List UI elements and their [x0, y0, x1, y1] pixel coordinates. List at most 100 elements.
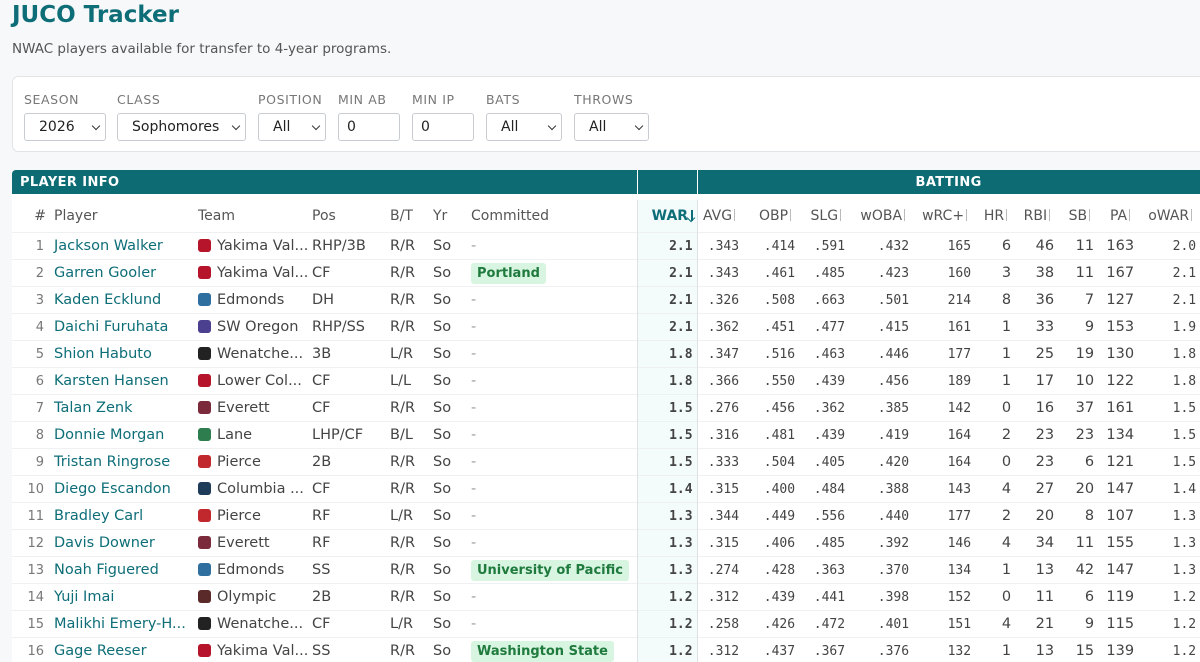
cell-text: 1.3 [669, 562, 693, 578]
player-name[interactable]: Davis Downer [54, 535, 155, 551]
column-label: WAR [651, 208, 689, 224]
sort-icon [1191, 209, 1196, 221]
cell: Pierce [194, 502, 308, 530]
cell: 1 [975, 340, 1016, 368]
cell: Gage Reeser [50, 637, 194, 662]
cell: .477 [799, 313, 850, 341]
team-name: Yakima Val... [217, 643, 308, 659]
cell-text: - [471, 535, 477, 551]
cell-text: 1.2 [669, 616, 693, 632]
cell: 0 [975, 394, 1016, 422]
cell: Lower Col... [194, 367, 308, 395]
cell: So [429, 286, 467, 314]
cell-text: 121 [1106, 454, 1135, 470]
column-header[interactable]: SB [1058, 200, 1098, 233]
player-name[interactable]: Gage Reeser [54, 643, 147, 659]
cell: 1.8 [1138, 367, 1200, 395]
cell: R/R [386, 313, 429, 341]
cell: 142 [913, 394, 976, 422]
column-header[interactable]: RBI [1015, 200, 1058, 233]
cell-text: 2.1 [669, 319, 693, 335]
player-name[interactable]: Yuji Imai [54, 589, 115, 605]
column-header[interactable]: HR [975, 200, 1015, 233]
column-header: # [12, 200, 50, 233]
cell-text: 16 [27, 643, 44, 659]
cell-text: 1.8 [669, 346, 693, 362]
column-header[interactable]: wOBA [849, 200, 913, 233]
caret [231, 121, 241, 131]
cell: .420 [849, 448, 914, 476]
filter-label: THROWS [574, 92, 634, 107]
column-label: SLG [810, 208, 839, 224]
column-header[interactable]: wRC+ [913, 200, 975, 233]
filter-select[interactable]: All [574, 113, 649, 141]
cell-text: 21 [1035, 616, 1055, 632]
player-name[interactable]: Kaden Ecklund [54, 292, 162, 308]
team-logo [198, 293, 211, 306]
cell-text: 36 [1035, 292, 1055, 308]
filter-input[interactable]: 0 [338, 113, 400, 141]
cell: .312 [696, 583, 744, 611]
player-name[interactable]: Diego Escandon [54, 481, 171, 497]
column-header[interactable]: AVG [696, 200, 744, 233]
cell: Yakima Val... [194, 637, 308, 662]
cell: .343 [696, 232, 744, 260]
player-name[interactable]: Jackson Walker [54, 238, 163, 254]
cell: .315 [696, 529, 744, 557]
cell: R/R [386, 394, 429, 422]
column-header[interactable]: WAR [636, 200, 698, 233]
caret [634, 121, 644, 131]
cell-text: 37 [1075, 400, 1095, 416]
player-name[interactable]: Malikhi Emery-H... [54, 616, 186, 632]
cell-text: - [471, 427, 477, 443]
filter-select[interactable]: Sophomores [117, 113, 246, 141]
cell: 8 [1058, 502, 1099, 530]
cell: 152 [913, 583, 976, 611]
cell: 164 [913, 421, 976, 449]
cell: Bradley Carl [50, 502, 194, 530]
player-name[interactable]: Donnie Morgan [54, 427, 165, 443]
cell-text: CF [312, 481, 331, 497]
cell: B/L [386, 421, 429, 449]
cell: 189 [913, 367, 976, 395]
cell-text: .414 [763, 238, 796, 254]
player-name[interactable]: Bradley Carl [54, 508, 144, 524]
column-header[interactable]: SLG [799, 200, 849, 233]
cell: .456 [849, 367, 914, 395]
cell: Pierce [194, 448, 308, 476]
cell: 2.1 [636, 232, 698, 260]
team-name: Everett [217, 535, 270, 551]
player-name[interactable]: Shion Habuto [54, 346, 152, 362]
cell: Malikhi Emery-H... [50, 610, 194, 638]
player-name[interactable]: Garren Gooler [54, 265, 157, 281]
cell-text: 143 [947, 481, 972, 497]
cell-text: 152 [947, 589, 972, 605]
player-name[interactable]: Karsten Hansen [54, 373, 169, 389]
player-name[interactable]: Daichi Furuhata [54, 319, 169, 335]
cell: 20 [1058, 475, 1099, 503]
filter-select[interactable]: All [486, 113, 562, 141]
cell-text: 2B [312, 454, 332, 470]
cell-text: 1.3 [1172, 535, 1197, 551]
column-label: PA [1109, 208, 1128, 224]
cell: 2.1 [1138, 286, 1200, 314]
cell-text: 1.5 [669, 400, 693, 416]
cell-text: CF [312, 616, 331, 632]
column-header[interactable]: oWAR [1138, 200, 1200, 233]
cell-text: 177 [947, 508, 972, 524]
column-label: SB [1068, 208, 1088, 224]
team-logo [198, 563, 211, 576]
cell: 14 [12, 583, 50, 611]
column-header[interactable]: OBP [743, 200, 799, 233]
filter-select[interactable]: All [258, 113, 326, 141]
player-name[interactable]: Talan Zenk [54, 400, 133, 416]
filter-input[interactable]: 0 [412, 113, 474, 141]
cell: 1.5 [1138, 394, 1200, 422]
cell-text: 146 [947, 535, 972, 551]
player-name[interactable]: Tristan Ringrose [54, 454, 171, 470]
cell-text: .426 [763, 616, 796, 632]
player-name[interactable]: Noah Figuered [54, 562, 159, 578]
filter-select[interactable]: 2026 [24, 113, 106, 141]
column-header[interactable]: PA [1098, 200, 1138, 233]
cell: Jackson Walker [50, 232, 194, 260]
